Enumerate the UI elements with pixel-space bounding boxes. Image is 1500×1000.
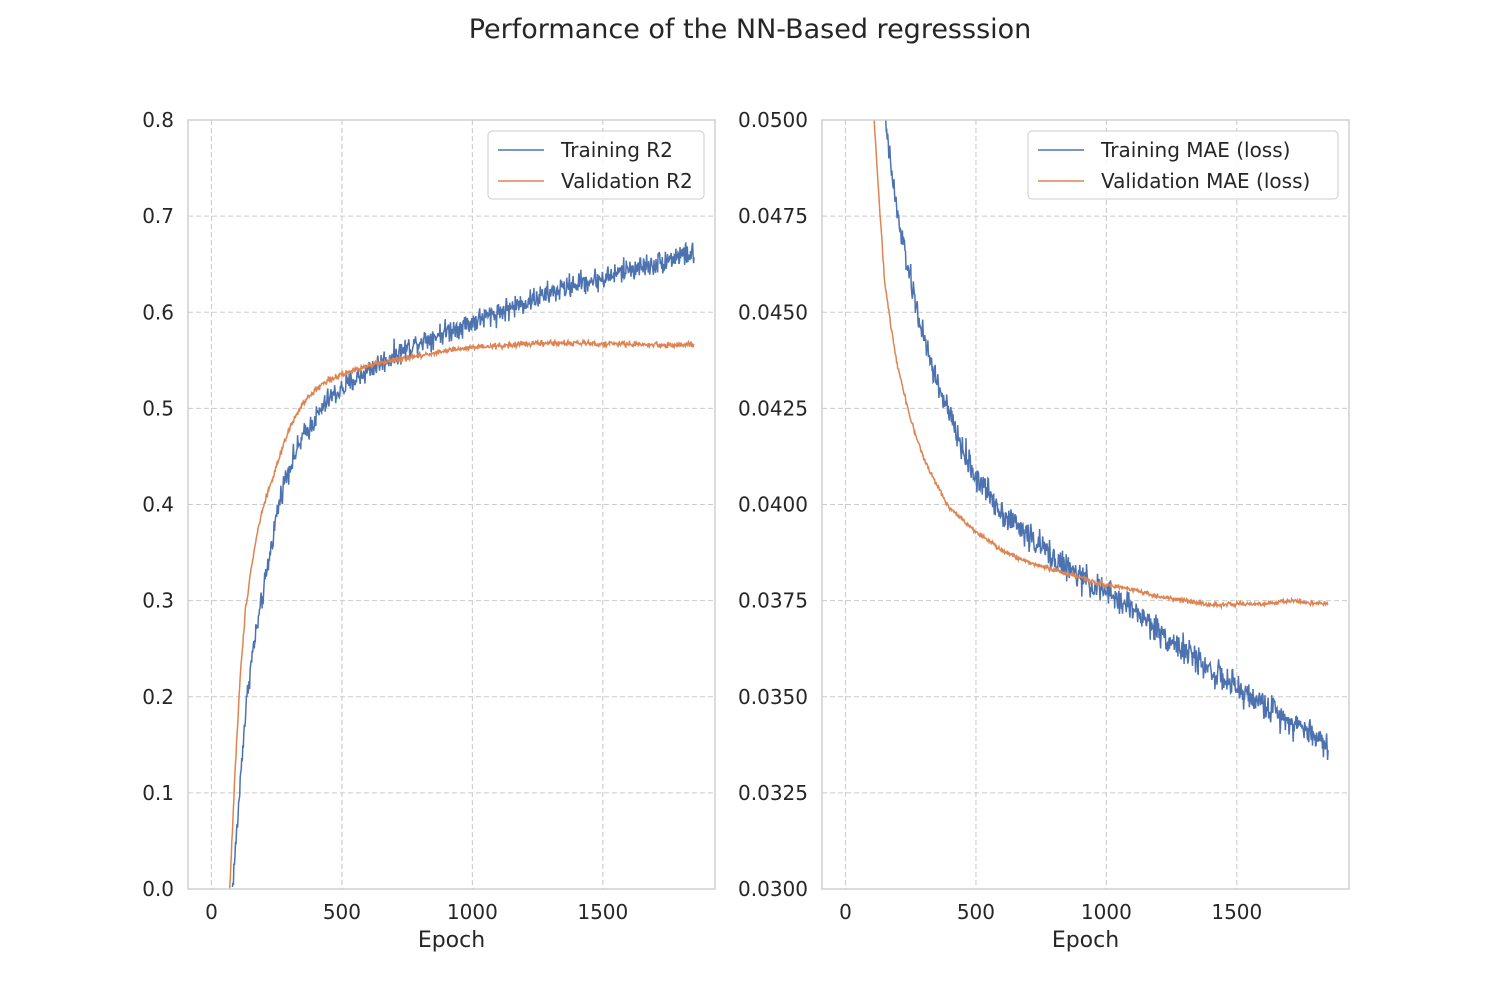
x-tick-label: 500 (957, 900, 995, 924)
legend-box (1027, 130, 1339, 200)
figure-title: Performance of the NN-Based regresssion (468, 14, 1032, 45)
y-tick-label: 0.8 (142, 108, 174, 132)
y-tick-label: 0.0375 (738, 589, 808, 613)
y-tick-label: 0.5 (142, 396, 174, 420)
series-line-validation (873, 120, 1329, 611)
y-tick-label: 0.0450 (738, 300, 808, 324)
legend: Training R2 Validation R2 (487, 130, 705, 200)
x-tick-label: 1500 (577, 900, 628, 924)
x-tick-label: 500 (323, 900, 361, 924)
y-tick-label: 0.1 (142, 781, 174, 805)
y-tick-label: 0.0425 (738, 396, 808, 420)
y-tick-label: 0.4 (142, 493, 174, 517)
series-line-training (231, 242, 695, 888)
y-tick-label: 0.0325 (738, 781, 808, 805)
legend: Training MAE (loss) Validation MAE (loss) (1027, 130, 1339, 200)
legend-label: Validation R2 (561, 169, 693, 193)
y-tick-label: 0.0 (142, 877, 174, 901)
y-tick-label: 0.6 (142, 300, 174, 324)
x-tick-label: 0 (839, 900, 852, 924)
y-tick-label: 0.7 (142, 204, 174, 228)
legend-label: Training R2 (560, 138, 673, 162)
legend-label: Training MAE (loss) (1100, 138, 1290, 162)
y-tick-label: 0.3 (142, 589, 174, 613)
series-line-validation (228, 337, 695, 889)
legend-box (487, 130, 705, 200)
series-line-training (885, 120, 1329, 761)
subplot-mae: 0 500 1000 1500 0.0300 0.0325 0.0350 0.0375 0.04… (738, 108, 1350, 953)
y-tick-label: 0.0300 (738, 877, 808, 901)
y-tick-label: 0.0400 (738, 493, 808, 517)
y-tick-label: 0.0500 (738, 108, 808, 132)
x-axis-label: Epoch (1052, 928, 1119, 953)
axes-frame (187, 119, 716, 890)
x-tick-label: 0 (205, 900, 218, 924)
legend-label: Validation MAE (loss) (1101, 169, 1310, 193)
axes-frame (821, 119, 1350, 890)
y-tick-label: 0.0350 (738, 685, 808, 709)
x-tick-label: 1000 (1081, 900, 1132, 924)
subplot-r2: 0 500 1000 1500 0.0 0.1 0.2 0.3 0.4 0.5 0.6 0.7 0.8 E… (142, 108, 716, 953)
y-tick-label: 0.0475 (738, 204, 808, 228)
x-tick-label: 1000 (447, 900, 498, 924)
y-tick-label: 0.2 (142, 685, 174, 709)
x-axis-label: Epoch (418, 928, 485, 953)
x-tick-label: 1500 (1211, 900, 1262, 924)
